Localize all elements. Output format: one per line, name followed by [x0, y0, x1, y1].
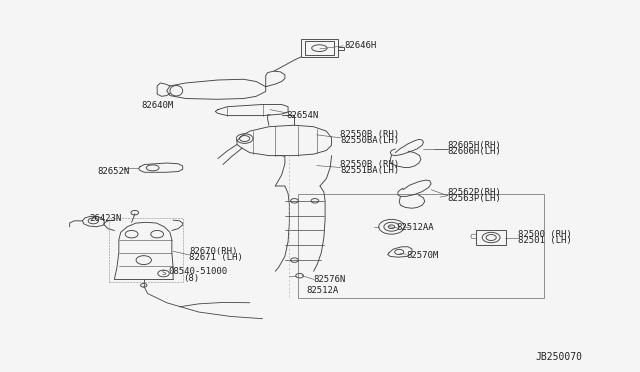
- Text: 82576N: 82576N: [314, 275, 346, 284]
- Text: 82605H(RH): 82605H(RH): [448, 141, 502, 151]
- Bar: [298, 194, 543, 298]
- Text: 82551BA(LH): 82551BA(LH): [340, 166, 399, 175]
- Text: 82550BA(LH): 82550BA(LH): [340, 136, 399, 145]
- Text: 82652N: 82652N: [98, 167, 130, 176]
- Text: 82562P(RH): 82562P(RH): [448, 188, 502, 197]
- Text: JB250070: JB250070: [536, 352, 583, 362]
- Text: 82563P(LH): 82563P(LH): [448, 194, 502, 203]
- Text: 82501 (LH): 82501 (LH): [518, 236, 572, 246]
- Bar: [476, 230, 506, 245]
- Text: (8): (8): [182, 274, 199, 283]
- Text: 82670(RH): 82670(RH): [189, 247, 237, 256]
- Text: 26423N: 26423N: [89, 214, 121, 223]
- Text: 82654N: 82654N: [287, 111, 319, 120]
- Text: 82606H(LH): 82606H(LH): [448, 147, 502, 156]
- Text: 82671 (LH): 82671 (LH): [189, 253, 243, 262]
- Text: 08540-51000: 08540-51000: [168, 267, 227, 276]
- Text: 82640M: 82640M: [141, 101, 173, 110]
- Text: 82512AA: 82512AA: [397, 223, 435, 232]
- Text: 82512A: 82512A: [306, 286, 338, 295]
- Text: 82550B (RH): 82550B (RH): [340, 130, 399, 140]
- Bar: [305, 41, 334, 55]
- Text: 82500 (RH): 82500 (RH): [518, 230, 572, 240]
- Text: 82550B (RH): 82550B (RH): [340, 160, 399, 169]
- Text: 82646H: 82646H: [344, 41, 376, 51]
- Text: S: S: [161, 270, 166, 276]
- Text: 82570M: 82570M: [406, 251, 438, 260]
- Bar: [301, 39, 338, 57]
